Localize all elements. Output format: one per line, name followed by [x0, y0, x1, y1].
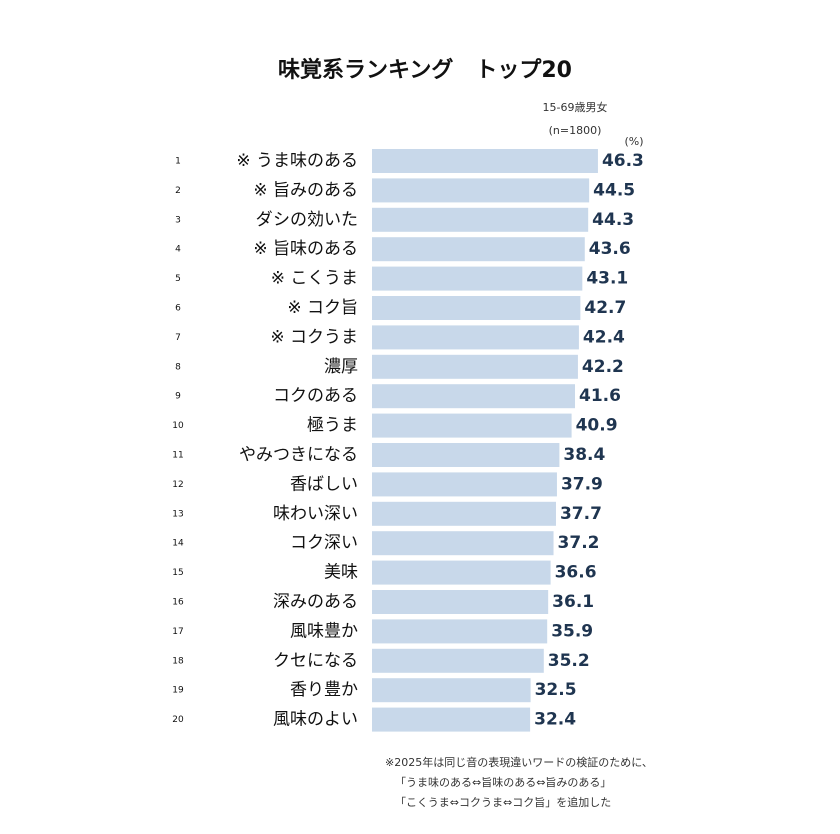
value-label: 36.6 [555, 563, 597, 583]
value-label: 42.7 [584, 298, 626, 318]
bar [372, 648, 544, 673]
rank-label: 14 [172, 539, 184, 549]
value-label: 41.6 [579, 386, 621, 406]
bar [372, 472, 557, 497]
category-label: ※ コク旨 [287, 298, 358, 318]
category-label: クセになる [273, 651, 358, 671]
value-label: 32.5 [535, 680, 577, 700]
bar [372, 501, 556, 526]
value-label: 37.2 [558, 533, 600, 553]
bar [372, 443, 560, 467]
footnote: 「こくうま⇔コクうま⇔コク旨」を追加した [395, 795, 611, 809]
category-label: ※ うま味のある [236, 151, 358, 171]
category-label: 香り豊か [290, 680, 358, 700]
category-label: ※ コクうま [270, 327, 358, 347]
category-label: コク深い [290, 533, 358, 553]
rank-label: 6 [175, 304, 181, 314]
category-label: やみつきになる [239, 445, 358, 465]
rank-label: 5 [175, 274, 181, 284]
rank-label: 4 [175, 245, 181, 255]
value-label: 37.7 [560, 504, 602, 524]
value-label: 46.3 [602, 151, 644, 171]
category-label: ※ 旨味のある [253, 239, 358, 259]
value-label: 44.3 [592, 210, 634, 230]
value-label: 35.9 [551, 621, 593, 641]
value-label: 42.2 [582, 357, 624, 377]
bar [372, 237, 585, 262]
chart-title: 味覚系ランキング トップ20 [278, 57, 572, 83]
value-label: 43.1 [586, 269, 628, 289]
rank-label: 20 [172, 715, 184, 725]
rank-label: 18 [172, 656, 184, 666]
value-label: 42.4 [583, 327, 625, 347]
rank-label: 3 [175, 215, 181, 225]
bar [372, 590, 549, 614]
category-label: ※ 旨みのある [253, 180, 358, 200]
category-label: ※ こくうま [271, 269, 358, 289]
bar [372, 266, 583, 291]
rank-label: 2 [175, 186, 181, 196]
value-label: 40.9 [576, 416, 618, 436]
category-label: 美味 [324, 563, 358, 583]
bar [372, 413, 572, 438]
rank-label: 9 [175, 392, 181, 402]
bar [372, 207, 589, 232]
rank-label: 7 [175, 333, 181, 343]
rank-label: 13 [172, 509, 183, 519]
rank-label: 10 [172, 421, 184, 431]
rank-label: 1 [175, 157, 181, 167]
category-label: 極うま [307, 416, 358, 436]
category-label: 風味のよい [273, 710, 358, 730]
bar [372, 296, 581, 320]
rank-label: 15 [172, 568, 183, 578]
bar [372, 560, 551, 585]
rank-label: 19 [172, 686, 184, 696]
category-label: 深みのある [273, 592, 358, 612]
category-label: ダシの効いた [256, 210, 358, 230]
bar [372, 619, 548, 644]
subtitle: (n=1800) [549, 124, 602, 137]
subtitle: 15-69歳男女 [543, 100, 608, 114]
value-label: 32.4 [534, 710, 576, 730]
rank-label: 12 [172, 480, 183, 490]
rank-label: 16 [172, 598, 184, 608]
unit-label: (%) [624, 135, 643, 148]
bar [372, 149, 598, 173]
value-label: 43.6 [589, 239, 631, 259]
category-label: 香ばしい [290, 474, 358, 494]
bar [372, 384, 576, 409]
category-label: コクのある [273, 386, 358, 406]
footnote: ※2025年は同じ音の表現違いワードの検証のために、 [385, 755, 653, 769]
bar [372, 325, 579, 350]
category-label: 濃厚 [324, 357, 358, 377]
value-label: 37.9 [561, 474, 603, 494]
bar [372, 678, 531, 703]
rank-label: 8 [175, 362, 181, 372]
value-label: 38.4 [563, 445, 605, 465]
rank-label: 17 [172, 627, 183, 637]
value-label: 36.1 [552, 592, 594, 612]
value-label: 44.5 [593, 180, 635, 200]
category-label: 風味豊か [290, 621, 358, 641]
footnote: 「うま味のある⇔旨味のある⇔旨みのある」 [395, 776, 611, 789]
rank-label: 11 [172, 451, 183, 461]
bar [372, 354, 578, 379]
category-label: 味わい深い [273, 504, 358, 524]
bar [372, 178, 590, 203]
bar [372, 531, 554, 556]
bar [372, 707, 531, 732]
value-label: 35.2 [548, 651, 590, 671]
